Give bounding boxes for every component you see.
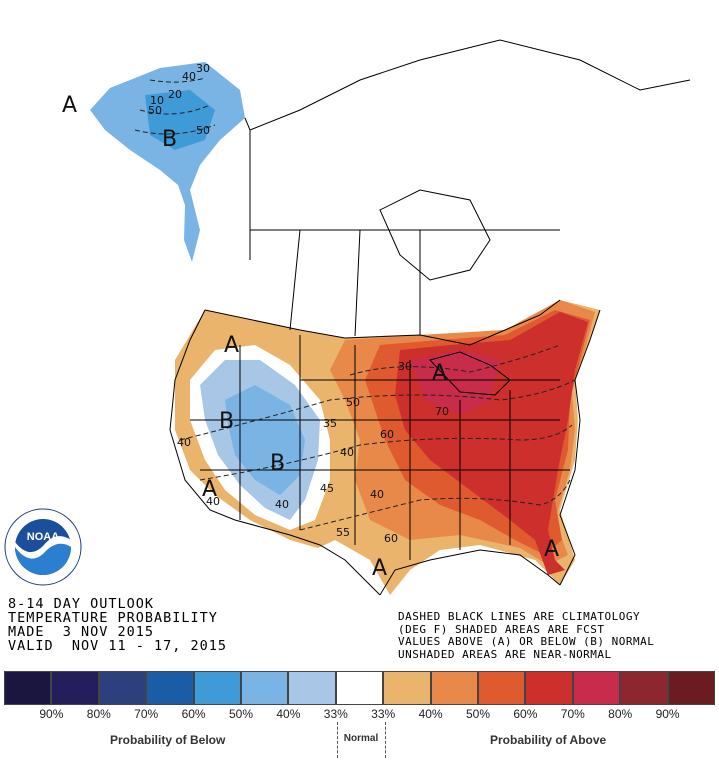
- canada-arctic: [249, 39, 691, 131]
- noaa-logo-text: NOAA: [27, 531, 59, 543]
- iso-40-plains: 40: [340, 446, 354, 459]
- colorbar-tick-label: 33%: [371, 707, 396, 721]
- colorbar-swatch: [241, 671, 289, 705]
- noaa-logo: NOAA: [4, 508, 82, 586]
- label-b-west: B: [219, 409, 234, 434]
- label-a-texas: A: [372, 556, 387, 581]
- colorbar-tick-label: 50%: [465, 707, 491, 721]
- colorbar-swatch: [288, 671, 336, 705]
- iso-ak-50b: 50: [196, 124, 210, 137]
- label-b-alaska: B: [162, 127, 177, 152]
- note-line-4: UNSHADED AREAS ARE NEAR-NORMAL: [398, 647, 612, 661]
- colorbar-tick-label: 33%: [323, 707, 348, 721]
- iso-ak-10: 10: [150, 94, 164, 107]
- label-a-socal: A: [202, 477, 217, 502]
- colorbar-tick-label: 40%: [276, 707, 301, 721]
- colorbar-tick-label: 80%: [608, 707, 633, 721]
- alaska-canada-border: [244, 117, 251, 260]
- label-a-greatlakes: A: [432, 361, 447, 386]
- isotherm-50: [199, 424, 573, 481]
- map-notes: DASHED BLACK LINES ARE CLIMATOLOGY (DEG F…: [398, 610, 655, 661]
- note-line-3: VALUES ABOVE (A) OR BELOW (B) NORMAL: [398, 635, 655, 648]
- iso-60-south: 60: [384, 532, 398, 545]
- iso-ak-40: 40: [182, 70, 196, 83]
- iso-40-coast: 40: [206, 495, 220, 508]
- note-line-2: (DEG F) SHADED AREAS ARE FCST: [398, 622, 605, 636]
- iso-50: 50: [346, 396, 360, 409]
- pacific-coast: [169, 309, 236, 521]
- divider-left: [337, 722, 338, 758]
- iso-60: 60: [380, 428, 394, 441]
- outlook-map: A B A B B A A A A 40 50 50 10 30 20 40 3…: [62, 39, 691, 596]
- alaska-below-core: [145, 90, 215, 150]
- colorbar-tick-label: 40%: [418, 707, 443, 721]
- label-b-rockies: B: [270, 451, 285, 476]
- gulf-coast: [379, 549, 561, 596]
- divider-right: [385, 722, 386, 758]
- iso-40-southwest: 40: [275, 498, 289, 511]
- iso-30: 30: [398, 360, 412, 373]
- colorbar-swatch: [51, 671, 99, 705]
- iso-70: 70: [435, 405, 449, 418]
- mexico-border: [234, 519, 381, 596]
- title-line-3: MADE 3 NOV 2015: [8, 624, 155, 640]
- iso-40-west: 40: [177, 436, 191, 449]
- colorbar-swatch: [525, 671, 573, 705]
- colorbar-tick-label: 90%: [655, 707, 680, 721]
- label-a-alaska: A: [62, 93, 77, 118]
- colorbar-tick-label: 70%: [560, 707, 585, 721]
- iso-35: 35: [323, 417, 337, 430]
- outlook-title: 8-14 DAY OUTLOOK TEMPERATURE PROBABILITY M…: [8, 597, 227, 653]
- iso-40-texas: 40: [370, 488, 384, 501]
- colorbar-tick-label: 60%: [181, 707, 206, 721]
- caption-normal: Normal: [343, 733, 379, 744]
- iso-ak-50a: 50: [148, 104, 162, 117]
- colorbar-swatch: [430, 671, 479, 705]
- iso-ak-20: 20: [168, 88, 182, 101]
- caption-above: Probability of Above: [490, 733, 607, 747]
- title-line-2: TEMPERATURE PROBABILITY: [8, 610, 218, 626]
- isotherm-60: [299, 479, 571, 531]
- colorbar-swatch: [667, 671, 716, 705]
- canada-us-border: [204, 299, 561, 346]
- colorbar-swatch: [383, 671, 431, 705]
- colorbar-swatch: [478, 671, 526, 705]
- title-line-1: 8-14 DAY OUTLOOK: [8, 596, 155, 612]
- colorbar-swatch: [620, 671, 668, 705]
- caption-below: Probability of Below: [110, 733, 226, 747]
- colorbar-swatch: [98, 671, 147, 705]
- title-line-4: VALID NOV 11 - 17, 2015: [8, 638, 228, 654]
- colorbar-swatch: [146, 671, 194, 705]
- colorbar-tick-label: 80%: [86, 707, 111, 721]
- iso-55: 55: [336, 526, 350, 539]
- label-a-florida: A: [544, 537, 559, 562]
- label-a-northwest: A: [224, 333, 239, 358]
- isotherm-40: [179, 379, 576, 441]
- colorbar-tick-label: 70%: [134, 707, 159, 721]
- isotherm-ak: [134, 77, 216, 135]
- conus-above-80: [410, 350, 500, 415]
- isotherm-30: [349, 344, 561, 376]
- colorbar-tick-label: 90%: [39, 707, 64, 721]
- state-lines: [190, 335, 570, 560]
- prov-lines: [250, 229, 560, 337]
- hudson-bay: [379, 189, 491, 281]
- colorbar-ticks: 90% 80% 70% 60% 50% 40% 33% 33% 40% 50% 60% 70% 80% 9…: [4, 707, 715, 723]
- iso-45: 45: [320, 482, 334, 495]
- atlantic-coast: [559, 309, 601, 586]
- iso-ak-30: 30: [196, 62, 210, 75]
- colorbar-tick-label: 60%: [513, 707, 538, 721]
- probability-colorbar: [4, 671, 716, 705]
- note-line-1: DASHED BLACK LINES ARE CLIMATOLOGY: [398, 610, 641, 623]
- colorbar-tick-label: 50%: [228, 707, 254, 721]
- colorbar-swatch: [335, 671, 384, 705]
- colorbar-swatch: [193, 671, 242, 705]
- colorbar-swatch: [572, 671, 621, 705]
- colorbar-swatch: [4, 671, 52, 705]
